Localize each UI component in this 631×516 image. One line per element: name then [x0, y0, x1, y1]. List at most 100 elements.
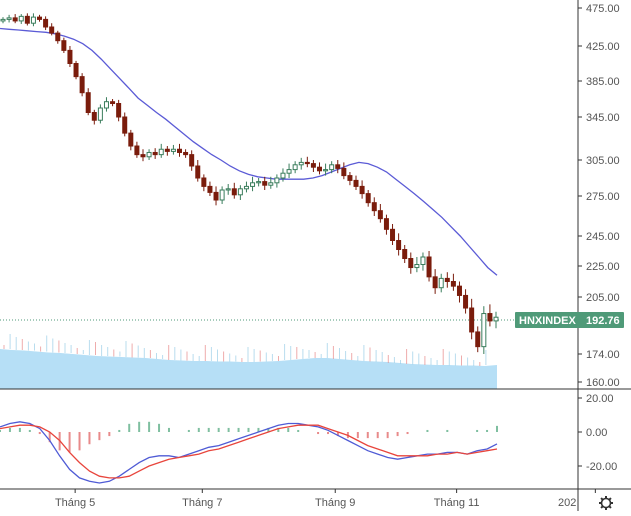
price-tick-label: 225.00 — [586, 261, 620, 273]
candle-body — [231, 188, 237, 196]
candle-body — [463, 294, 469, 309]
candle-body — [61, 40, 67, 51]
candle-body — [250, 182, 256, 187]
candle-body — [55, 32, 61, 42]
candle-body — [103, 101, 109, 109]
candle-body — [134, 145, 140, 156]
candle-body — [43, 18, 49, 28]
candle-body — [450, 281, 456, 287]
candle-body — [280, 172, 286, 179]
candle-body — [298, 161, 304, 166]
candle-body — [371, 202, 377, 212]
candle-body — [91, 112, 97, 121]
candle-body — [12, 17, 18, 22]
volume-area-fill — [0, 349, 497, 389]
candle-body — [377, 210, 383, 220]
price-tick-label: 305.00 — [586, 155, 620, 167]
candle-body — [286, 169, 292, 174]
ma-line — [0, 27, 498, 276]
signal-line — [0, 424, 498, 479]
last-price-label: 192.76 — [586, 315, 620, 327]
time-tick-label: Tháng 5 — [55, 497, 95, 509]
candle-body — [256, 181, 262, 184]
candle-body — [481, 313, 487, 348]
candle-body — [0, 18, 6, 22]
candle-body — [475, 331, 481, 348]
price-tick-label: 160.00 — [586, 377, 620, 389]
symbol-label: HNXINDEX — [519, 315, 577, 327]
candle-body — [219, 189, 225, 201]
candle-body — [140, 154, 146, 158]
candle-body — [268, 182, 274, 186]
candle-body — [85, 92, 91, 113]
candle-body — [310, 163, 316, 168]
candle-body — [341, 167, 347, 177]
candle-body — [67, 49, 73, 64]
macd-tick-label: 20.00 — [586, 393, 614, 405]
candle-body — [158, 148, 164, 156]
candle-body — [122, 116, 128, 134]
candle-body — [262, 181, 268, 186]
candle-body — [402, 249, 408, 259]
macd-tick-label: -20.00 — [586, 461, 617, 473]
candle-body — [359, 185, 365, 195]
time-tick-label: Tháng 7 — [182, 497, 222, 509]
candle-body — [18, 15, 24, 22]
price-tick-label: 174.00 — [586, 349, 620, 361]
gear-icon[interactable] — [599, 496, 613, 510]
candle-body — [323, 169, 329, 172]
candle-body — [146, 151, 152, 158]
candle-body — [444, 277, 450, 282]
candle-body — [177, 148, 183, 153]
candle-body — [316, 166, 322, 172]
candle-body — [164, 148, 170, 152]
candle-body — [438, 277, 444, 289]
candle-body — [390, 228, 396, 241]
candle-body — [487, 313, 493, 322]
time-tick-label: Tháng 11 — [434, 497, 480, 509]
volume-area — [0, 334, 497, 389]
candle-body — [152, 151, 158, 156]
candle-body — [110, 101, 116, 104]
candle-body — [335, 164, 341, 169]
price-tick-label: 475.00 — [586, 3, 620, 15]
time-tick-label: Tháng 9 — [315, 497, 355, 509]
candle-body — [365, 193, 371, 204]
macd-tick-label: 0.00 — [586, 427, 607, 439]
price-tag: HNXINDEX 192.76 — [515, 312, 624, 328]
candle-body — [347, 175, 353, 181]
candle-body — [353, 179, 359, 187]
candle-body — [408, 258, 414, 269]
price-tick-label: 345.00 — [586, 112, 620, 124]
time-tick-label: 202 — [558, 497, 576, 509]
price-tick-label: 425.00 — [586, 41, 620, 53]
price-tick-label: 385.00 — [586, 76, 620, 88]
candle-body — [493, 316, 499, 322]
candle-body — [304, 161, 310, 165]
candle-body — [73, 63, 79, 78]
candle-body — [170, 148, 176, 152]
price-tick-label: 245.00 — [586, 231, 620, 243]
candle-body — [292, 164, 298, 171]
candle-body — [24, 15, 30, 24]
moving-average — [0, 27, 498, 276]
candles — [0, 13, 499, 354]
candle-body — [469, 307, 475, 333]
candle-body — [183, 151, 189, 156]
price-tag-bg — [515, 312, 624, 328]
candle-body — [414, 264, 420, 269]
candle-body — [201, 177, 207, 187]
candle-body — [116, 103, 122, 118]
candle-body — [274, 177, 280, 184]
candle-body — [432, 276, 438, 289]
candle-body — [97, 107, 103, 121]
candle-body — [225, 188, 231, 191]
candle-body — [426, 256, 432, 278]
candle-body — [456, 285, 462, 296]
price-tick-label: 205.00 — [586, 292, 620, 304]
candle-body — [49, 26, 55, 34]
price-tick-label: 275.00 — [586, 191, 620, 203]
candle-body — [6, 17, 12, 20]
